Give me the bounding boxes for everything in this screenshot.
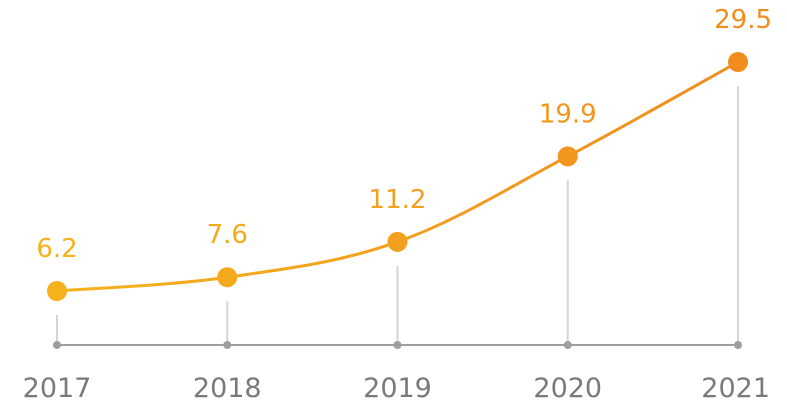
data-labels: 6.2 7.6 11.2 19.9 29.5 [36,5,772,264]
x-axis-tick-dot [563,341,572,349]
data-label: 11.2 [369,185,427,215]
x-axis-tick-dots [53,341,742,349]
x-axis-tick-dot [223,341,232,349]
data-label: 19.9 [539,99,597,129]
data-points [47,52,748,301]
x-tick-label: 2018 [193,373,262,404]
x-tick-label: 2017 [23,373,92,404]
x-axis-tick-dot [734,341,742,349]
data-point [557,146,578,167]
x-tick-label: 2020 [533,373,602,404]
data-label: 6.2 [36,234,77,264]
data-label: 29.5 [714,5,772,35]
data-label: 7.6 [207,220,248,250]
x-axis-tick-labels: 2017 2018 2019 2020 2021 [23,373,770,404]
x-axis-tick-dot [393,341,402,349]
data-point [728,52,748,72]
data-point [387,231,408,252]
x-tick-label: 2021 [701,373,770,404]
drop-lines [56,86,739,345]
data-point [47,281,67,301]
data-point [217,267,238,288]
x-tick-label: 2019 [363,373,432,404]
series-line [55,60,740,293]
x-axis-tick-dot [53,341,61,349]
